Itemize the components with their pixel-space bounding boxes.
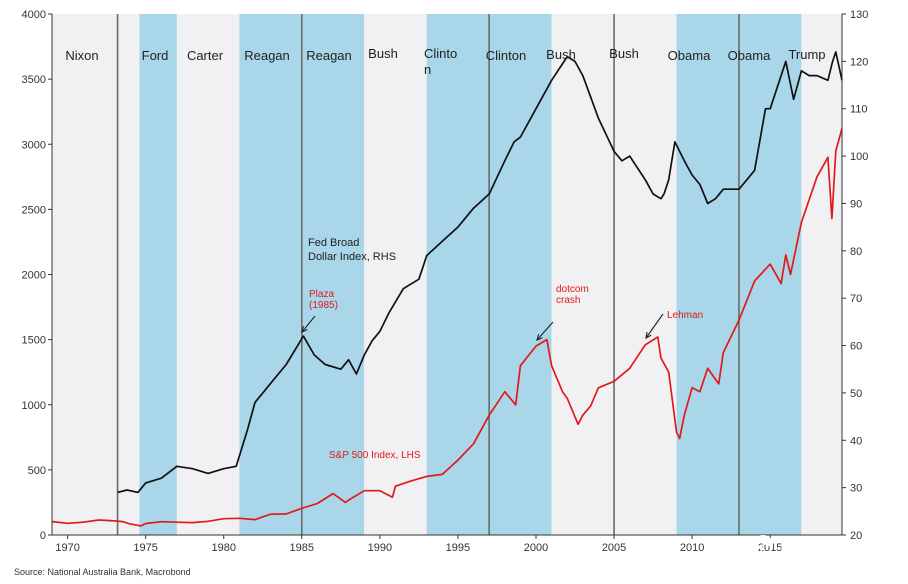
presidency-labels: Nixon Ford Carter Reagan Reagan Bush Clinton Cl… bbox=[65, 46, 825, 77]
dollar-index-line bbox=[117, 51, 843, 494]
dotcom-arrow bbox=[536, 321, 554, 341]
annotation-2-line-0: S&P 500 Index, LHS bbox=[329, 450, 421, 461]
left-tick-label-1: 500 bbox=[28, 465, 46, 477]
lehman-arrow-head bbox=[645, 331, 652, 340]
annotation-1-line-1: (1985) bbox=[309, 300, 338, 311]
presidency-label-4: Reagan bbox=[306, 48, 352, 63]
presidency-band-3 bbox=[239, 14, 302, 535]
left-tick-label-2: 1000 bbox=[22, 400, 46, 412]
right-tick-label-5: 70 bbox=[850, 293, 862, 305]
x-tick-label-3: 1985 bbox=[290, 542, 314, 554]
x-tick-label-7: 2005 bbox=[602, 542, 626, 554]
presidency-label-5: Bush bbox=[368, 46, 398, 61]
annotation-4-line-0: Lehman bbox=[667, 310, 703, 321]
right-tick-label-4: 60 bbox=[850, 341, 862, 353]
left-tick-label-5: 2500 bbox=[22, 204, 46, 216]
presidency-band-8 bbox=[551, 14, 615, 535]
right-tick-label-6: 80 bbox=[850, 246, 862, 258]
presidency-label-1: Ford bbox=[142, 48, 169, 63]
right-tick-label-10: 120 bbox=[850, 56, 868, 68]
right-tick-label-9: 110 bbox=[850, 104, 868, 116]
annotations: Fed Broad Dollar Index, RHS Plaza(1985) S&P… bbox=[301, 237, 703, 461]
left-tick-label-7: 3500 bbox=[22, 74, 46, 86]
presidency-band-0 bbox=[52, 14, 140, 535]
x-tick-label-8: 2010 bbox=[680, 542, 704, 554]
right-tick-label-3: 50 bbox=[850, 388, 862, 400]
right-tick-label-1: 30 bbox=[850, 483, 862, 495]
presidency-band-10 bbox=[676, 14, 739, 535]
presidency-label-3: Reagan bbox=[244, 48, 290, 63]
presidency-label-0: Nixon bbox=[65, 48, 98, 63]
source-note: Source: National Australia Bank, Macrobo… bbox=[14, 567, 191, 577]
x-tick-label-6: 2000 bbox=[524, 542, 548, 554]
left-tick-label-6: 3000 bbox=[22, 139, 46, 151]
plaza-arrow-head bbox=[301, 326, 308, 333]
presidency-label-9: Bush bbox=[609, 46, 639, 61]
presidency-label-8: Bush bbox=[546, 47, 576, 62]
term-lines bbox=[116, 14, 740, 535]
x-tick-label-5: 1995 bbox=[446, 542, 470, 554]
watermark-logo-icon bbox=[753, 535, 773, 555]
presidency-label-6-line2: n bbox=[424, 62, 431, 77]
right-tick-label-2: 40 bbox=[850, 435, 862, 447]
annotation-3-line-1: crash bbox=[556, 295, 580, 306]
presidency-band-6 bbox=[426, 14, 490, 535]
presidency-label-2: Carter bbox=[187, 48, 224, 63]
lehman-arrow bbox=[645, 313, 664, 339]
presidency-label-11: Obama bbox=[728, 48, 771, 63]
presidency-band-5 bbox=[364, 14, 427, 535]
x-tick-label-1: 1975 bbox=[133, 542, 157, 554]
right-tick-label-7: 90 bbox=[850, 198, 862, 210]
left-tick-label-8: 4000 bbox=[22, 9, 46, 21]
presidency-label-12: Trump bbox=[788, 47, 825, 62]
annotation-1-line-0: Plaza bbox=[309, 289, 334, 300]
axes: 0 500 1000 1500 2000 2500 3000 3500 4000 20 30 40 50… bbox=[22, 9, 869, 554]
presidency-band-7 bbox=[489, 14, 552, 535]
presidency-band-9 bbox=[614, 14, 677, 535]
watermark-text: EliteMind bbox=[780, 537, 850, 556]
presidency-band-12 bbox=[801, 14, 842, 535]
x-tick-label-2: 1980 bbox=[211, 542, 235, 554]
right-tick-label-11: 130 bbox=[850, 9, 868, 21]
presidency-band-2 bbox=[176, 14, 240, 535]
annotation-0-line-1: Dollar Index, RHS bbox=[308, 251, 396, 263]
series-lines bbox=[51, 51, 843, 527]
plaza-arrow bbox=[301, 315, 316, 333]
left-tick-label-3: 1500 bbox=[22, 335, 46, 347]
sp500-line bbox=[51, 128, 843, 527]
x-tick-label-4: 1990 bbox=[368, 542, 392, 554]
annotation-0-line-0: Fed Broad bbox=[308, 237, 359, 249]
right-tick-label-0: 20 bbox=[850, 530, 862, 542]
presidency-label-7: Clinton bbox=[486, 48, 526, 63]
presidency-band-4 bbox=[301, 14, 365, 535]
presidency-band-1 bbox=[139, 14, 177, 535]
left-tick-label-4: 2000 bbox=[22, 270, 46, 282]
watermark: EliteMind bbox=[753, 535, 850, 556]
presidency-bands bbox=[52, 14, 842, 535]
x-tick-label-0: 1970 bbox=[55, 542, 79, 554]
left-tick-label-0: 0 bbox=[40, 530, 46, 542]
annotation-3-line-0: dotcom bbox=[556, 284, 589, 295]
presidency-label-10: Obama bbox=[668, 48, 711, 63]
watermark-logo-icon-inner bbox=[760, 543, 772, 555]
dotcom-arrow-head bbox=[536, 334, 543, 341]
presidency-label-6: Clinto bbox=[424, 46, 457, 61]
right-tick-label-8: 100 bbox=[850, 151, 868, 163]
